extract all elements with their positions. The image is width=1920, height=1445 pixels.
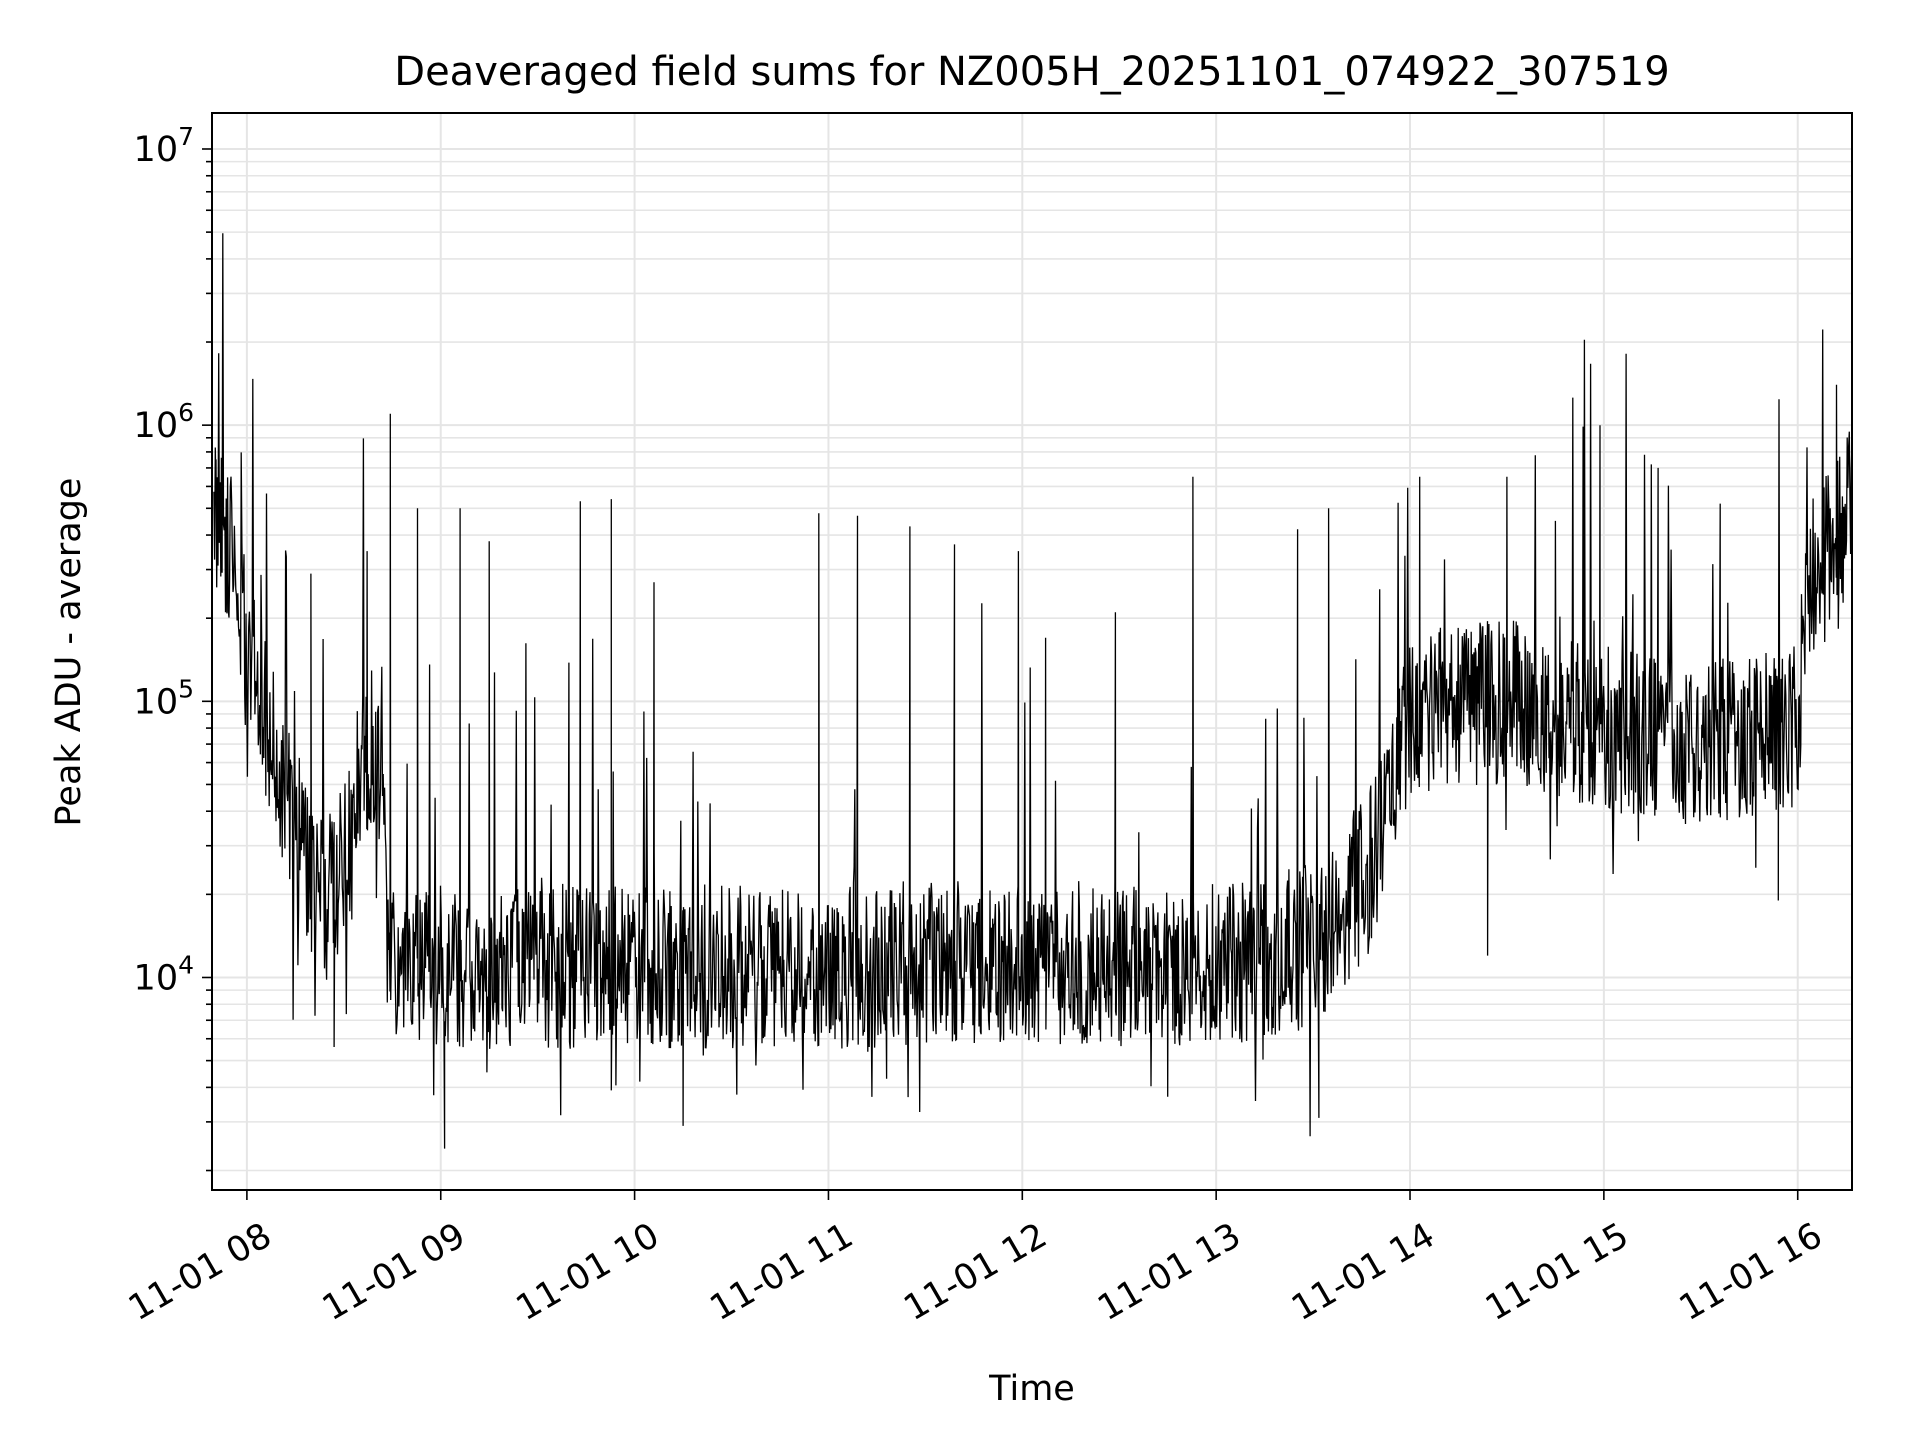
series-line — [213, 233, 1853, 1149]
y-tick-label: 104 — [134, 950, 194, 998]
y-tick-label-exponent: 7 — [178, 122, 194, 151]
y-tick-label-base: 10 — [134, 958, 179, 998]
y-tick-label: 107 — [134, 122, 194, 170]
plot-area-frame — [211, 112, 1853, 1191]
y-tick-label: 106 — [134, 398, 194, 446]
y-tick-label: 105 — [134, 674, 194, 722]
y-tick-label-exponent: 6 — [178, 398, 194, 427]
y-tick-label-base: 10 — [134, 682, 179, 722]
y-tick-label-exponent: 5 — [178, 674, 194, 703]
chart-title: Deaveraged field sums for NZ005H_2025110… — [394, 49, 1669, 95]
series-layer — [213, 233, 1853, 1149]
x-axis-label: Time — [988, 1369, 1075, 1409]
y-tick-label-exponent: 4 — [178, 950, 194, 979]
y-tick-label-base: 10 — [134, 406, 179, 446]
y-tick-label-base: 10 — [134, 130, 179, 170]
y-axis-label: Peak ADU - average — [49, 478, 89, 827]
